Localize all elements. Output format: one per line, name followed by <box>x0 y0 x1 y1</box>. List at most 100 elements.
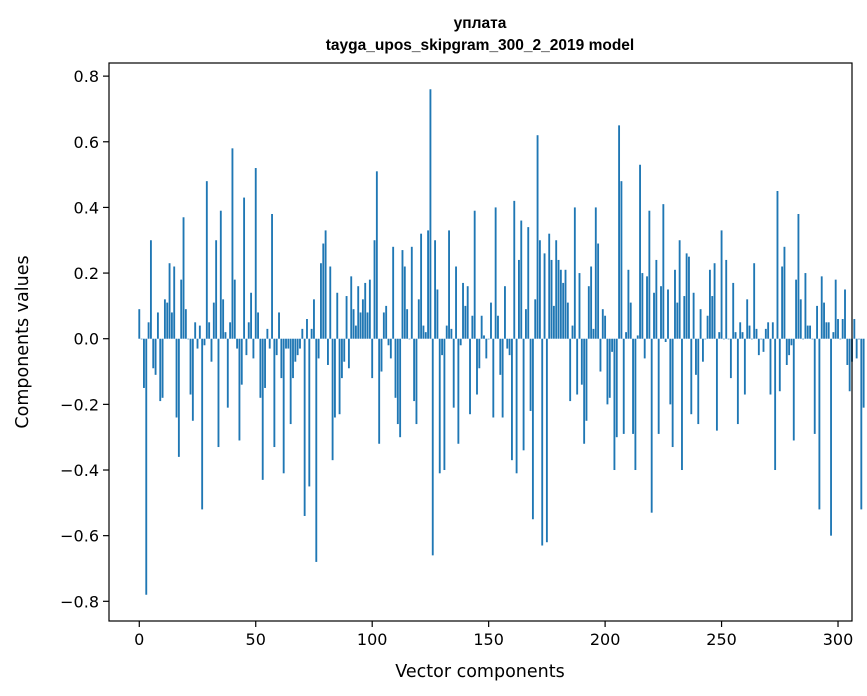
bar <box>562 282 565 339</box>
bar <box>734 332 737 339</box>
bar <box>774 338 777 471</box>
bar <box>364 282 367 339</box>
y-axis-label: Components values <box>13 255 33 428</box>
bar <box>219 210 222 339</box>
bar <box>520 220 523 339</box>
bar <box>271 213 273 339</box>
bar <box>809 325 811 339</box>
bar <box>792 338 795 441</box>
bar <box>378 338 381 444</box>
bar <box>266 328 269 339</box>
bar <box>597 243 600 339</box>
bar <box>636 335 639 339</box>
bar <box>685 253 688 339</box>
bar <box>769 338 772 395</box>
bar <box>674 269 676 339</box>
bar <box>371 338 374 379</box>
bar <box>522 338 525 451</box>
bar <box>441 338 443 356</box>
bar <box>529 338 532 411</box>
bar <box>289 338 292 425</box>
bar <box>210 338 213 362</box>
bar <box>143 338 145 388</box>
bar <box>156 312 159 339</box>
bar <box>781 266 784 339</box>
bar <box>583 338 586 444</box>
bar <box>399 338 402 438</box>
bar <box>243 197 246 339</box>
bar <box>187 338 190 340</box>
bar <box>396 338 399 425</box>
bar <box>180 279 183 339</box>
bar <box>427 230 430 339</box>
y-tick-label: 0.8 <box>74 67 99 86</box>
bar <box>713 263 716 339</box>
bar <box>163 299 166 339</box>
bar <box>215 240 218 339</box>
bar <box>615 338 618 438</box>
bar <box>401 250 404 339</box>
bar <box>594 207 597 339</box>
bar <box>613 338 616 471</box>
bar <box>604 315 607 339</box>
bar <box>725 259 728 339</box>
y-tick-label: −0.6 <box>60 527 99 546</box>
bar <box>368 279 371 339</box>
bar <box>629 302 632 339</box>
y-tick-label: 0.4 <box>74 198 99 217</box>
bar <box>483 335 485 339</box>
bar <box>639 164 641 339</box>
bar <box>729 338 732 379</box>
bar <box>250 292 253 339</box>
bar <box>317 338 320 359</box>
bar <box>848 338 851 392</box>
bar <box>417 299 420 339</box>
bar <box>382 312 385 339</box>
bar <box>375 171 378 339</box>
y-tick-label: 0.6 <box>74 133 99 152</box>
bar <box>161 338 164 398</box>
bar-series <box>138 89 865 595</box>
bar <box>762 338 765 352</box>
bar <box>695 338 697 375</box>
bar <box>508 338 511 356</box>
bar <box>627 269 630 339</box>
bar <box>338 338 341 415</box>
bar <box>389 338 392 359</box>
bar <box>755 328 758 339</box>
bar <box>736 338 739 425</box>
bar <box>301 328 304 339</box>
bar <box>138 309 141 339</box>
bar <box>273 338 276 448</box>
bar <box>783 246 786 339</box>
x-tick-label: 0 <box>134 630 144 649</box>
bar <box>531 338 534 520</box>
bar <box>471 315 474 339</box>
bar <box>224 332 227 339</box>
bar <box>569 338 572 402</box>
bar <box>366 312 369 339</box>
bar <box>727 338 730 340</box>
bar <box>476 338 478 395</box>
bar <box>795 279 798 339</box>
bar <box>625 332 627 339</box>
bar <box>559 269 562 339</box>
bar <box>208 322 211 339</box>
bar <box>347 338 350 369</box>
bar <box>466 286 469 339</box>
bar <box>410 246 413 339</box>
bar <box>408 338 411 340</box>
bar <box>750 338 753 340</box>
bar <box>518 259 520 339</box>
bar <box>681 338 683 471</box>
bar <box>545 338 548 543</box>
x-tick-label: 300 <box>823 630 854 649</box>
bar <box>643 338 646 359</box>
bar <box>760 338 763 340</box>
bar <box>799 299 802 339</box>
bar <box>285 338 287 349</box>
bar <box>159 338 162 402</box>
bar <box>473 210 476 339</box>
bar <box>837 319 839 339</box>
bar <box>308 338 311 487</box>
